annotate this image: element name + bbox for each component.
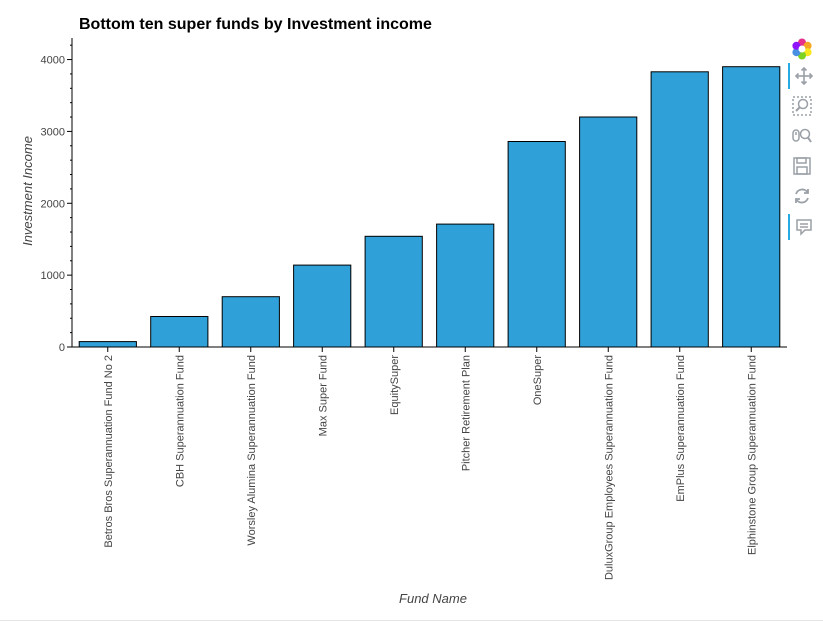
y-axis: 0 1000 2000 3000 4000	[41, 38, 73, 354]
hover-icon[interactable]	[788, 214, 818, 240]
x-tick-label: Betros Bros Superannuation Fund No 2	[103, 355, 115, 548]
bokeh-logo-icon	[788, 36, 816, 62]
pan-icon[interactable]	[788, 63, 818, 89]
y-tick-label: 2000	[41, 198, 65, 210]
reset-icon[interactable]	[788, 183, 816, 209]
y-tick-label: 0	[59, 342, 65, 354]
bar[interactable]	[150, 316, 209, 348]
page-bottom-divider	[0, 620, 823, 621]
x-tick-label: Elphinstone Group Superannuation Fund	[746, 355, 758, 555]
x-tick-label: CBH Superannuation Fund	[174, 355, 186, 487]
x-axis: Betros Bros Superannuation Fund No 2 CBH …	[72, 346, 787, 580]
y-tick-label: 1000	[41, 270, 65, 282]
y-tick-label: 3000	[41, 126, 65, 138]
bar[interactable]	[293, 264, 352, 348]
x-axis-label: Fund Name	[399, 591, 467, 606]
wheel-zoom-icon[interactable]	[788, 123, 816, 149]
bar[interactable]	[579, 116, 638, 348]
x-tick-label: DuluxGroup Employees Superannuation Fund	[603, 355, 615, 580]
bar[interactable]	[221, 296, 280, 348]
x-tick-label: Pitcher Retirement Plan	[460, 355, 472, 471]
x-tick-label: Max Super Fund	[317, 355, 329, 436]
x-tick-label: Worsley Alumina Superannuation Fund	[246, 355, 258, 546]
plot-area	[78, 66, 781, 348]
y-tick-label: 4000	[41, 55, 65, 67]
x-tick-label: EquitySuper	[389, 355, 401, 415]
bar[interactable]	[650, 71, 709, 348]
bar[interactable]	[722, 66, 781, 348]
bar[interactable]	[507, 141, 566, 348]
x-tick-label: OneSuper	[532, 355, 544, 405]
box-zoom-icon[interactable]	[788, 93, 816, 119]
y-axis-label: Investment Income	[20, 136, 35, 246]
x-tick-label: EmPlus Superannuation Fund	[675, 355, 687, 502]
bar[interactable]	[78, 341, 137, 348]
chart-title: Bottom ten super funds by Investment inc…	[79, 16, 432, 33]
bar[interactable]	[364, 235, 423, 348]
save-icon[interactable]	[788, 153, 816, 179]
bar[interactable]	[436, 223, 495, 348]
